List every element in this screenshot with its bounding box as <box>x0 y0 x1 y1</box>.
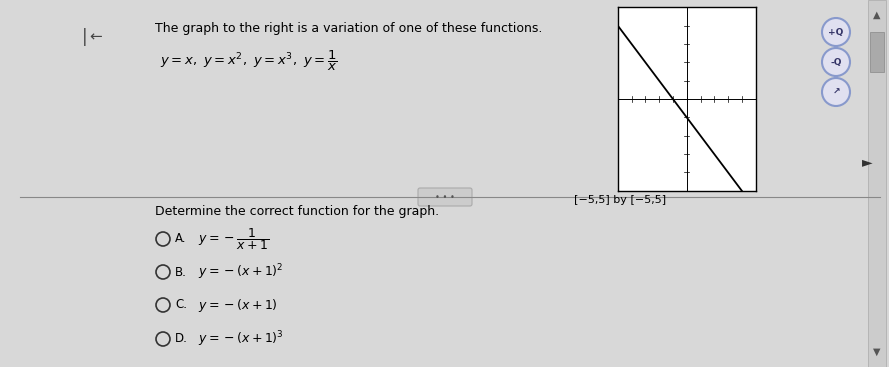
Text: ↗: ↗ <box>832 87 840 97</box>
Circle shape <box>822 18 850 46</box>
FancyBboxPatch shape <box>418 188 472 206</box>
Circle shape <box>822 48 850 76</box>
Text: ←: ← <box>90 29 102 44</box>
Bar <box>870 32 884 72</box>
Text: ►: ► <box>862 155 873 169</box>
Text: • • •: • • • <box>435 193 455 201</box>
Text: B.: B. <box>175 265 187 279</box>
Text: +Q: +Q <box>829 28 844 36</box>
Text: $y=x,\ y=x^2,\ y=x^3,\ y=\dfrac{1}{x}$: $y=x,\ y=x^2,\ y=x^3,\ y=\dfrac{1}{x}$ <box>160 49 338 73</box>
Text: The graph to the right is a variation of one of these functions.: The graph to the right is a variation of… <box>155 22 542 35</box>
Text: C.: C. <box>175 298 187 312</box>
Text: $y=-(x+1)$: $y=-(x+1)$ <box>198 297 277 313</box>
Text: ▼: ▼ <box>873 347 881 357</box>
Text: Determine the correct function for the graph.: Determine the correct function for the g… <box>155 205 439 218</box>
Text: -Q: -Q <box>830 58 842 66</box>
Text: D.: D. <box>175 333 188 345</box>
Text: |: | <box>82 28 88 46</box>
Text: $y=-(x+1)^3$: $y=-(x+1)^3$ <box>198 329 284 349</box>
Text: A.: A. <box>175 233 187 246</box>
Text: $y=-(x+1)^2$: $y=-(x+1)^2$ <box>198 262 284 282</box>
Text: [−5,5] by [−5,5]: [−5,5] by [−5,5] <box>574 195 666 205</box>
Text: $y=-\dfrac{1}{x+1}$: $y=-\dfrac{1}{x+1}$ <box>198 226 269 252</box>
Circle shape <box>822 78 850 106</box>
Text: ▲: ▲ <box>873 10 881 20</box>
Bar <box>868 0 886 367</box>
